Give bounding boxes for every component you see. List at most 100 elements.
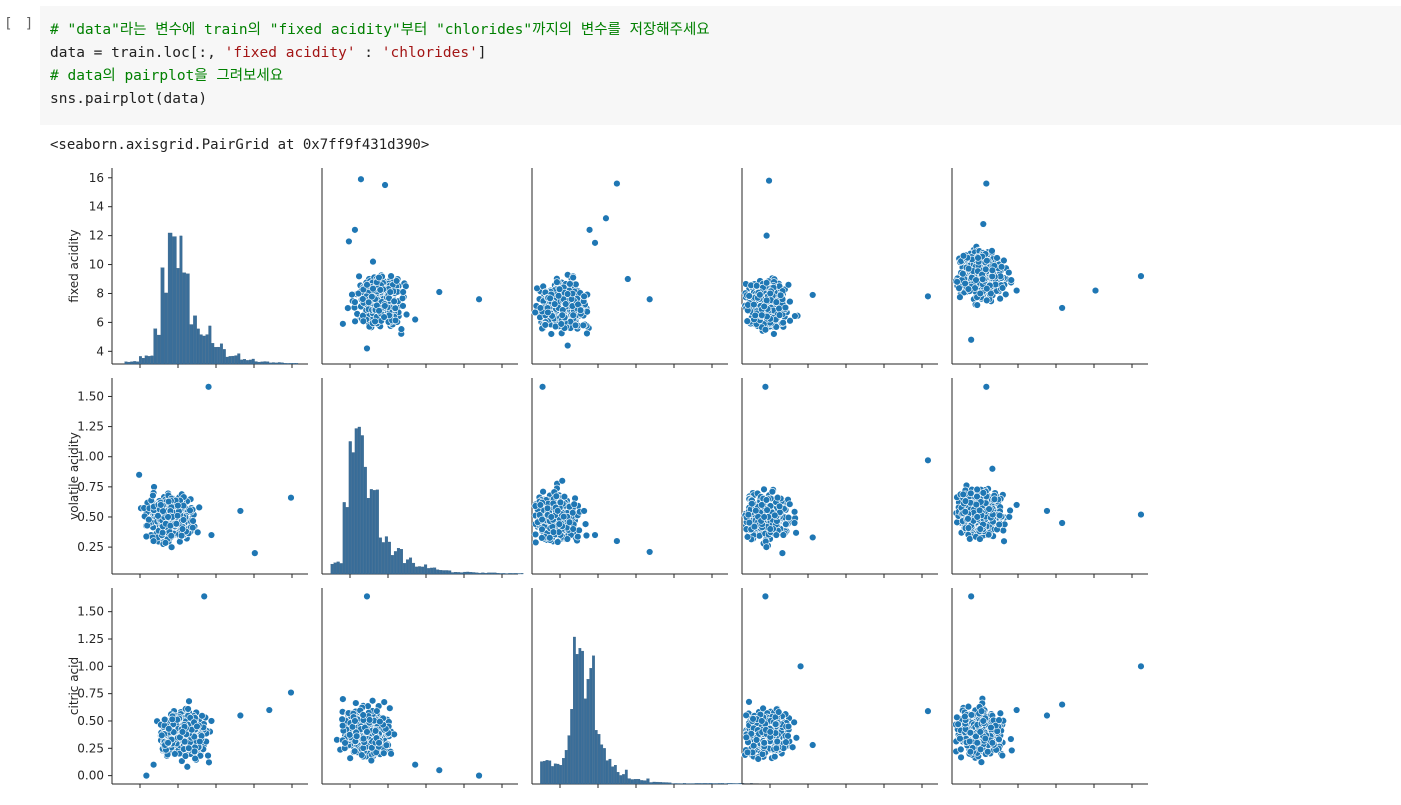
histogram-bar [614, 765, 617, 785]
scatter-point [1012, 501, 1021, 509]
scatter-point [1005, 513, 1013, 521]
scatter-point [750, 300, 758, 309]
scatter-point [368, 697, 377, 705]
scatter-point [376, 717, 384, 726]
scatter-point [576, 306, 585, 314]
scatter-point [560, 512, 568, 521]
histogram-bar [619, 775, 623, 785]
histogram-bar [594, 730, 598, 785]
scatter-point [579, 321, 587, 330]
code-editor[interactable]: # "data"라는 변수에 train의 "fixed acidity"부터 … [40, 6, 1401, 125]
scatter-point [582, 531, 591, 540]
scatter-point [993, 254, 1001, 262]
histogram-bar [542, 760, 546, 785]
scatter-point [773, 493, 782, 502]
histogram-bar [553, 763, 557, 785]
scatter-point [546, 534, 554, 542]
histogram-bar [421, 566, 425, 575]
scatter-point [569, 525, 577, 533]
scatter-point [351, 747, 359, 755]
histogram-bar [205, 334, 209, 365]
run-cell-button[interactable]: [ ] [4, 16, 36, 32]
histogram-bar [439, 570, 443, 575]
histogram-bar [646, 778, 650, 785]
histogram-bar [508, 573, 512, 575]
histogram-bar [570, 709, 574, 785]
scatter-point [583, 329, 591, 338]
scatter-point [557, 320, 565, 328]
scatter-point [1012, 286, 1021, 295]
scatter-point [149, 537, 158, 545]
histogram-bar [540, 761, 543, 785]
histogram-bar [133, 361, 137, 365]
scatter-point [1005, 268, 1013, 277]
scatter-point [790, 508, 799, 516]
scatter-point [363, 592, 371, 601]
code-line-1: # "data"라는 변수에 train의 "fixed acidity"부터 … [50, 19, 710, 41]
scatter-point [571, 321, 580, 330]
scatter-point [358, 751, 366, 759]
scatter-point [778, 549, 787, 557]
histogram-bar [396, 548, 400, 575]
scatter-point [990, 495, 999, 503]
histogram-bar [589, 668, 593, 785]
scatter-point [386, 288, 394, 296]
scatter-point [204, 383, 213, 391]
scatter-point [976, 535, 984, 543]
scatter-point [544, 308, 552, 317]
histogram-bar [182, 272, 186, 365]
scatter-point [760, 513, 768, 521]
scatter-point [982, 265, 990, 274]
scatter-point [369, 257, 377, 266]
scatter-point [961, 497, 970, 505]
histogram-bar [668, 782, 672, 785]
scatter-point [959, 252, 968, 260]
histogram-bar [225, 356, 229, 365]
scatter-point [387, 272, 395, 280]
scatter-point [924, 292, 932, 301]
histogram-bar [726, 783, 730, 785]
histogram-bar [336, 561, 340, 575]
scatter-point [983, 257, 991, 265]
y-tick-label: 16 [89, 171, 104, 185]
scatter-point [1043, 507, 1051, 515]
scatter-point [761, 326, 770, 334]
histogram-bar [454, 572, 458, 575]
histogram-bar [269, 362, 273, 365]
code-cell[interactable]: [ ] # "data"라는 변수에 train의 "fixed acidity… [0, 0, 1401, 125]
scatter-point [558, 477, 566, 485]
code-token: sns.pairplot(data) [50, 91, 208, 107]
scatter-point [580, 292, 588, 301]
scatter-point [580, 507, 588, 515]
scatter-point [556, 498, 565, 507]
histogram-bar [357, 426, 361, 575]
scatter-point [339, 320, 347, 328]
scatter-point [207, 531, 216, 539]
histogram-bar [189, 324, 194, 365]
scatter-point [781, 303, 790, 312]
scatter-point [531, 308, 539, 317]
histogram-bar [564, 750, 568, 785]
histogram-bar [172, 236, 177, 365]
histogram-bar [157, 334, 161, 365]
scatter-point [771, 511, 779, 520]
scatter-point [165, 725, 173, 733]
scatter-point [964, 524, 973, 532]
scatter-point [553, 278, 561, 286]
histogram-bar [674, 783, 678, 785]
histogram-bar [637, 779, 641, 785]
scatter-point [381, 302, 389, 310]
scatter-point [359, 317, 368, 325]
scatter-point [602, 214, 610, 222]
histogram-bar [448, 570, 452, 575]
scatter-point [167, 532, 175, 540]
scatter-point [397, 325, 406, 333]
histogram-bar [283, 363, 287, 365]
scatter-point [351, 317, 359, 326]
scatter-point [287, 688, 295, 697]
scatter-point [974, 254, 982, 262]
scatter-point [344, 304, 352, 312]
histogram-bar [263, 361, 267, 365]
histogram-bar [354, 428, 358, 575]
scatter-point [756, 291, 764, 299]
